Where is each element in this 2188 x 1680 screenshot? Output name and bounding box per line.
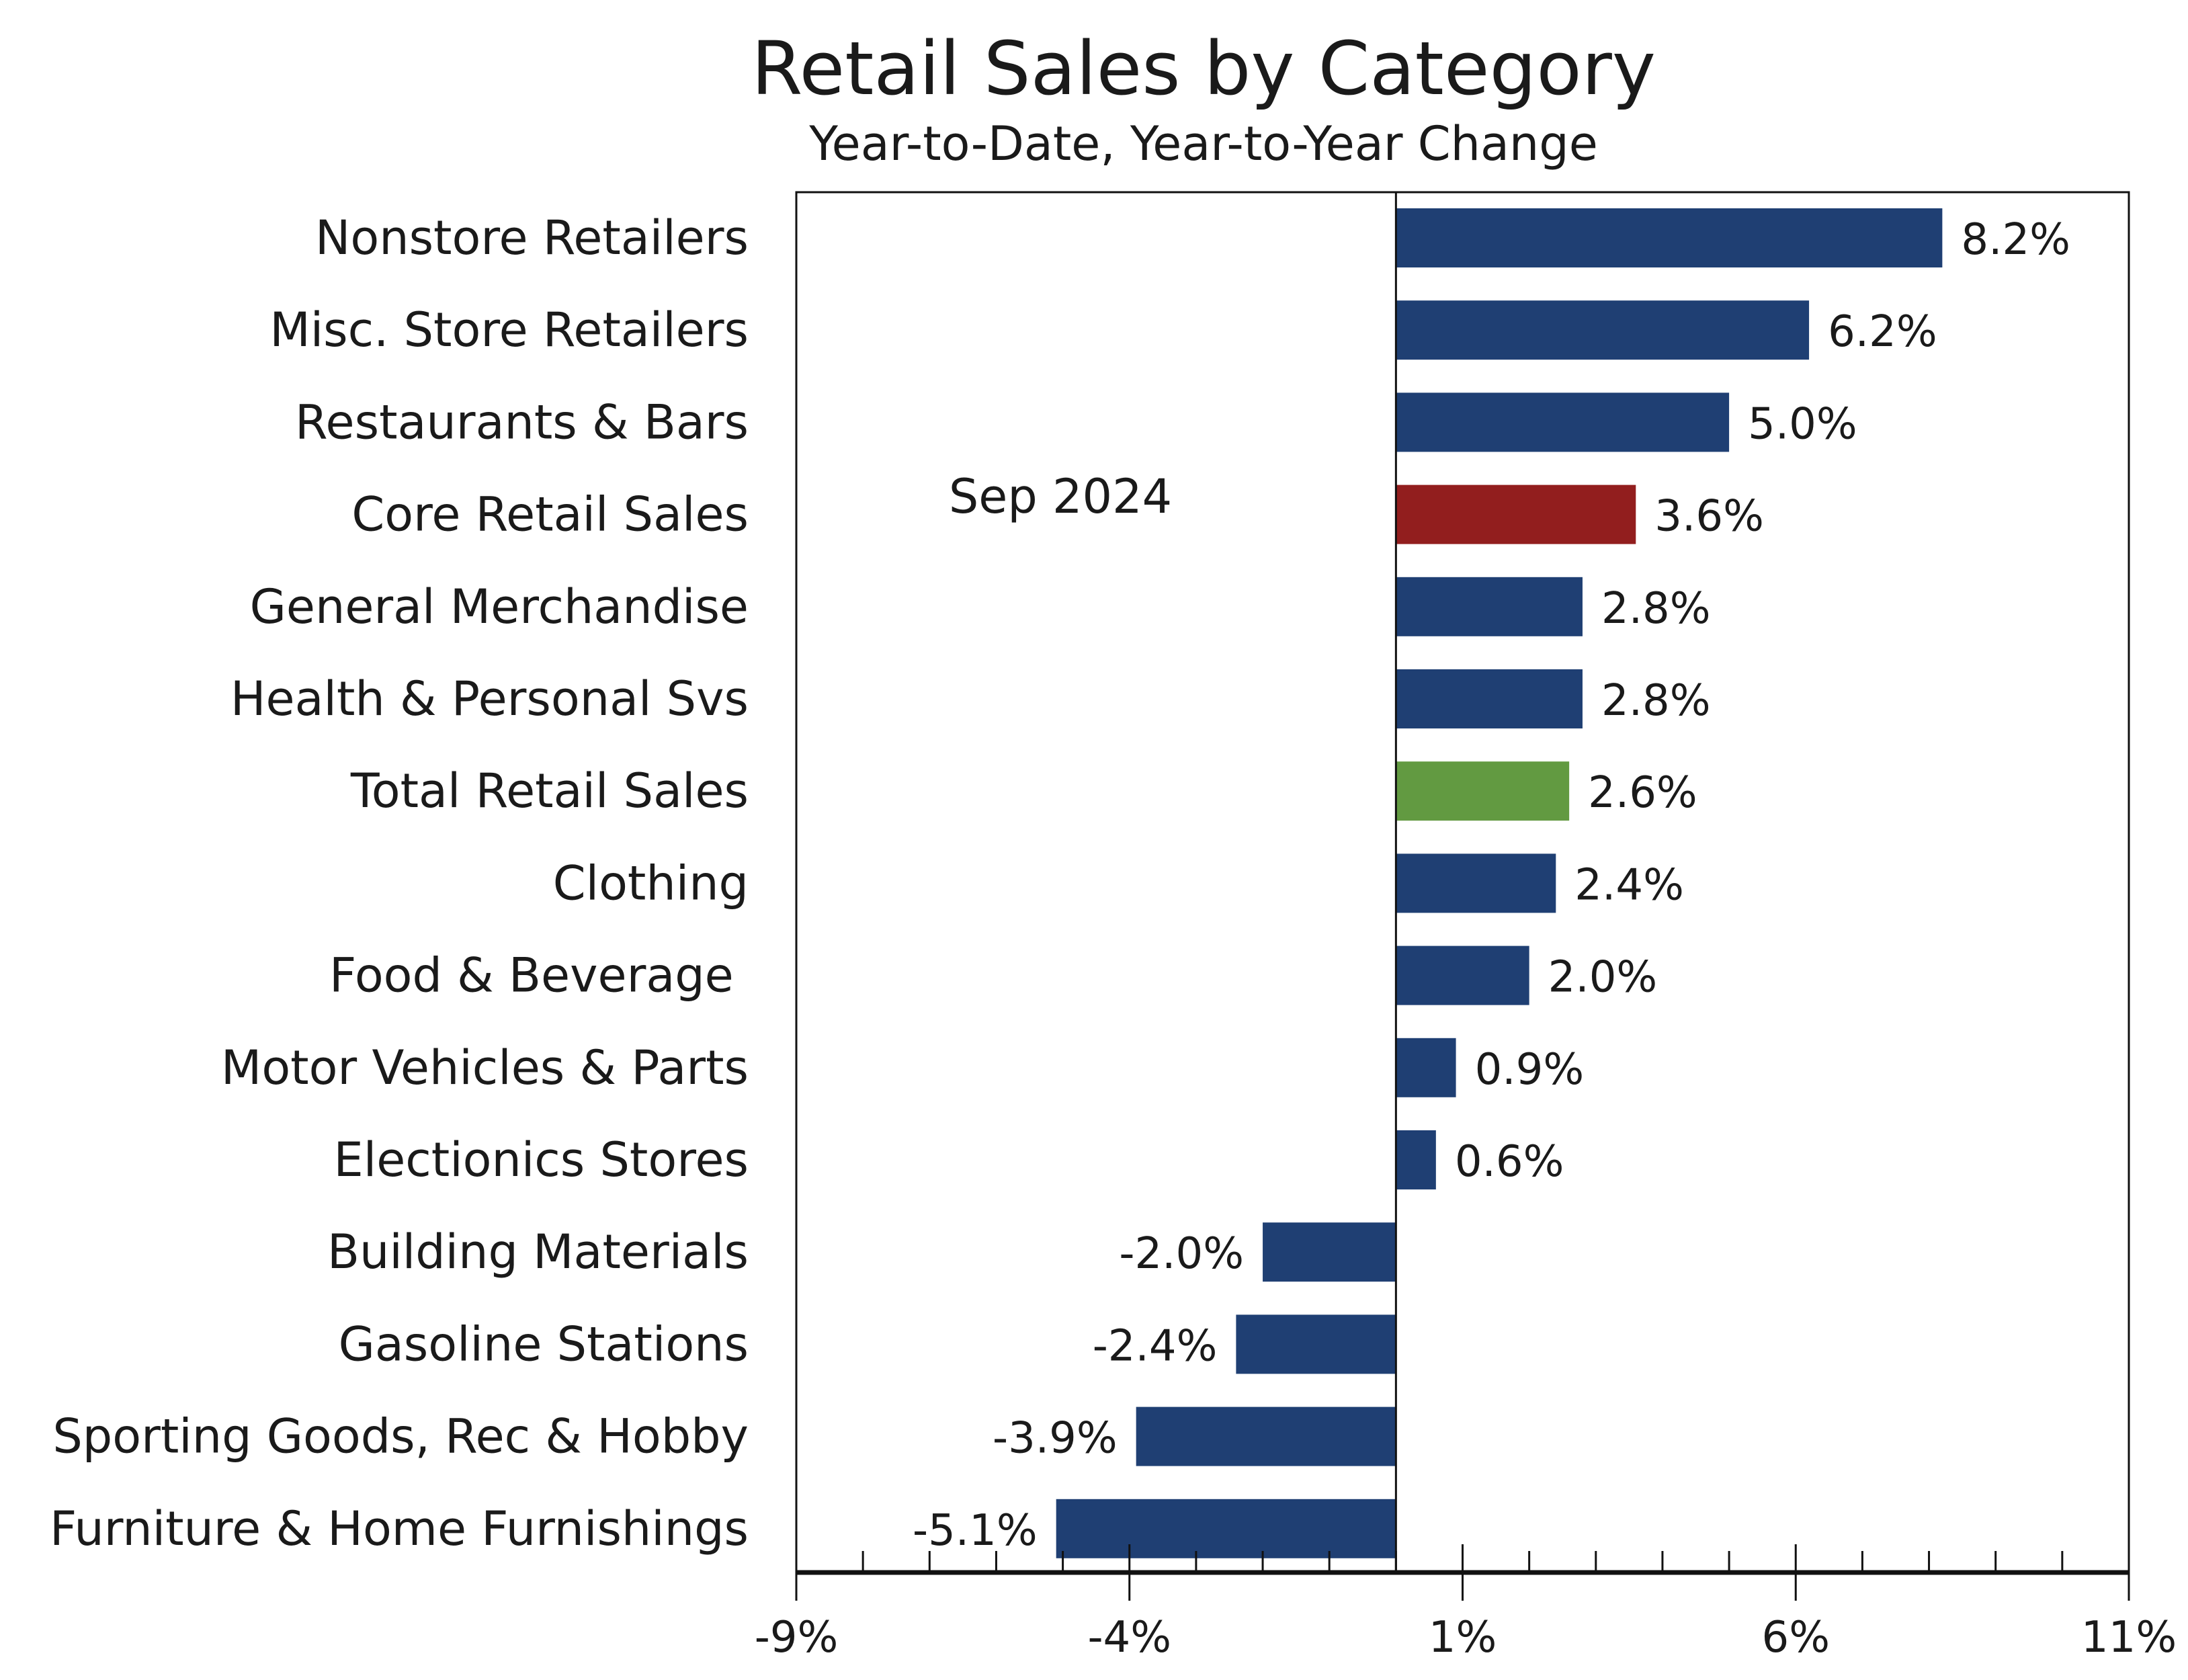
- value-label: 0.9%: [1475, 1045, 1585, 1095]
- bars-group: [1056, 208, 1943, 1558]
- value-label: 3.6%: [1654, 492, 1764, 542]
- value-label: 2.6%: [1588, 768, 1697, 818]
- value-label: 0.6%: [1455, 1137, 1564, 1187]
- category-label: Core Retail Sales: [351, 487, 749, 542]
- value-label: 2.8%: [1601, 676, 1711, 726]
- bar: [1396, 669, 1583, 728]
- value-label: -2.0%: [1119, 1229, 1244, 1279]
- category-label: Gasoline Stations: [339, 1316, 749, 1372]
- category-label: General Merchandise: [250, 579, 749, 634]
- category-label: Misc. Store Retailers: [269, 302, 749, 358]
- category-label: Health & Personal Svs: [230, 671, 749, 726]
- category-label: Restaurants & Bars: [295, 394, 749, 450]
- category-label: Sporting Goods, Rec & Hobby: [52, 1409, 749, 1464]
- category-label: Food & Beverage: [329, 948, 749, 1003]
- chart-title: Retail Sales by Category: [751, 26, 1656, 112]
- x-tick-label: -9%: [755, 1613, 839, 1663]
- category-label: Motor Vehicles & Parts: [221, 1040, 749, 1095]
- bar: [1396, 1038, 1456, 1097]
- value-label: 6.2%: [1828, 307, 1937, 357]
- value-labels: 8.2% 6.2% 5.0% 3.6% 2.8% 2.8% 2.6% 2.4% 2.0% 0.9%…: [913, 215, 2070, 1556]
- bar: [1396, 485, 1636, 544]
- value-label: 5.0%: [1748, 399, 1857, 449]
- value-label: -3.9%: [993, 1414, 1118, 1464]
- value-label: -2.4%: [1093, 1321, 1218, 1371]
- category-labels: Nonstore Retailers Misc. Store Retailers R…: [50, 210, 749, 1556]
- x-tick-label: 11%: [2081, 1613, 2177, 1663]
- x-axis-tick-labels: -9% -4% 1% 6% 11%: [755, 1613, 2177, 1663]
- bar: [1236, 1314, 1396, 1374]
- bar: [1396, 946, 1529, 1005]
- bar: [1056, 1499, 1396, 1558]
- x-tick-label: 6%: [1761, 1613, 1830, 1663]
- bar: [1396, 300, 1810, 360]
- bar: [1136, 1406, 1396, 1466]
- category-label: Clothing: [553, 855, 749, 911]
- value-label: 2.8%: [1601, 584, 1711, 634]
- value-label: 8.2%: [1961, 215, 2070, 265]
- bar: [1396, 761, 1570, 821]
- x-axis-ticks: [795, 1544, 2130, 1601]
- bar: [1396, 1130, 1436, 1189]
- chart-subtitle: Year-to-Date, Year-to-Year Change: [808, 116, 1598, 171]
- bar: [1396, 577, 1583, 636]
- bar: [1263, 1222, 1396, 1282]
- value-label: -5.1%: [913, 1506, 1038, 1556]
- x-tick-label: -4%: [1087, 1613, 1171, 1663]
- category-label: Furniture & Home Furnishings: [50, 1501, 749, 1556]
- x-tick-label: 1%: [1429, 1613, 1497, 1663]
- value-label: 2.4%: [1574, 860, 1684, 910]
- category-label: Nonstore Retailers: [315, 210, 749, 265]
- bar: [1396, 392, 1730, 452]
- category-label: Electionics Stores: [334, 1132, 749, 1187]
- value-label: 2.0%: [1548, 953, 1658, 1003]
- category-label: Building Materials: [327, 1224, 749, 1279]
- category-label: Total Retail Sales: [350, 763, 749, 818]
- bar: [1396, 853, 1556, 913]
- bar: [1396, 208, 1943, 267]
- chart-annotation: Sep 2024: [949, 469, 1172, 524]
